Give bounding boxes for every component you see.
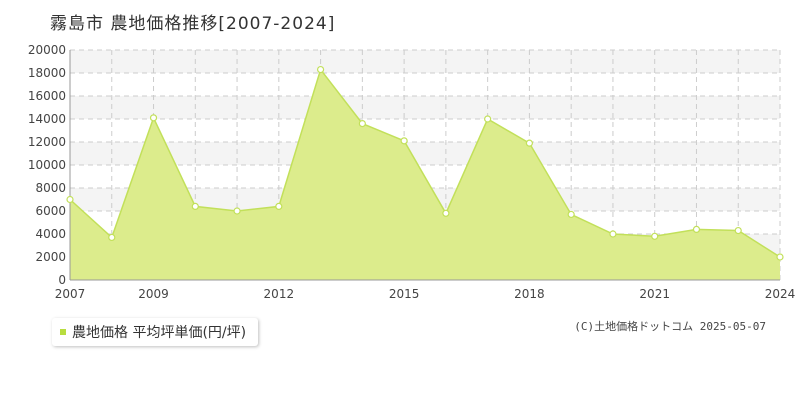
y-tick-label: 10000: [28, 158, 66, 172]
y-tick-label: 20000: [28, 43, 66, 57]
data-point: [233, 207, 241, 215]
y-tick-label: 16000: [28, 89, 66, 103]
data-point: [108, 233, 116, 242]
data-point: [651, 232, 659, 240]
grid-band: [70, 96, 780, 119]
data-point: [567, 210, 575, 219]
data-point: [484, 115, 492, 123]
x-tick-label: 2012: [264, 287, 295, 300]
y-tick-label: 4000: [35, 227, 66, 241]
grid-band: [70, 50, 780, 73]
data-point: [692, 225, 701, 233]
data-point: [66, 195, 74, 204]
data-point: [400, 137, 408, 145]
data-point: [191, 202, 199, 210]
data-point: [776, 253, 784, 261]
area-chart: 0 2000 4000 6000 8000 10000 12000 14000 16000 180…: [28, 43, 796, 300]
data-point: [442, 209, 450, 217]
y-tick-label: 8000: [35, 181, 66, 195]
copyright-footer: (C)土地価格ドットコム 2025-05-07: [574, 320, 766, 333]
y-tick-label: 18000: [28, 66, 66, 80]
x-tick-label: 2024: [765, 287, 796, 300]
y-tick-label: 2000: [35, 250, 66, 264]
series-area: [70, 69, 780, 280]
data-point: [316, 65, 325, 74]
y-tick-label: 12000: [28, 135, 66, 149]
grid-band: [70, 142, 780, 165]
legend-label: 農地価格 平均坪単価(円/坪): [72, 325, 247, 341]
data-point: [275, 202, 283, 210]
y-tick-label: 0: [58, 273, 66, 287]
x-tick-label: 2021: [639, 287, 670, 300]
data-point: [149, 114, 158, 122]
legend: 農地価格 平均坪単価(円/坪): [52, 318, 259, 346]
data-point: [525, 139, 534, 147]
chart-title: 霧島市 農地価格推移[2007-2024]: [50, 14, 336, 34]
y-tick-label: 6000: [35, 204, 66, 218]
data-point: [609, 230, 617, 238]
data-point: [358, 119, 366, 128]
x-tick-label: 2015: [389, 287, 420, 300]
legend-swatch: [60, 329, 66, 335]
x-tick-label: 2007: [55, 287, 86, 300]
series-line: [69, 67, 781, 258]
y-tick-label: 14000: [28, 112, 66, 126]
x-tick-label: 2018: [514, 287, 545, 300]
x-tick-label: 2009: [138, 287, 169, 300]
data-point: [734, 226, 742, 235]
